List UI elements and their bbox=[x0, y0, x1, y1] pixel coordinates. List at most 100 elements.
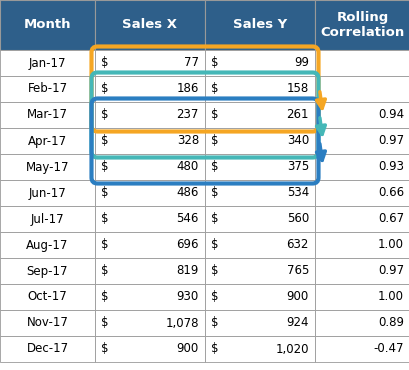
Text: 900: 900 bbox=[176, 343, 198, 356]
Bar bbox=[0, 206, 95, 232]
Bar bbox=[0, 76, 95, 102]
Bar bbox=[0, 232, 95, 258]
Bar bbox=[204, 76, 314, 102]
Text: 1.00: 1.00 bbox=[377, 239, 403, 252]
Text: Nov-17: Nov-17 bbox=[27, 316, 68, 330]
Bar bbox=[204, 258, 314, 284]
Text: 158: 158 bbox=[286, 83, 308, 95]
Text: 486: 486 bbox=[176, 186, 198, 199]
Bar bbox=[95, 232, 204, 258]
Bar bbox=[314, 102, 409, 128]
Bar bbox=[0, 310, 95, 336]
Bar bbox=[204, 232, 314, 258]
Bar bbox=[204, 50, 314, 76]
Text: 696: 696 bbox=[176, 239, 198, 252]
Text: $: $ bbox=[101, 239, 108, 252]
Bar bbox=[0, 128, 95, 154]
Text: $: $ bbox=[101, 290, 108, 303]
Text: Month: Month bbox=[24, 18, 71, 31]
Bar bbox=[204, 284, 314, 310]
Bar bbox=[95, 128, 204, 154]
Bar bbox=[0, 50, 95, 76]
Text: -0.47: -0.47 bbox=[373, 343, 403, 356]
Bar bbox=[204, 206, 314, 232]
Text: Dec-17: Dec-17 bbox=[26, 343, 68, 356]
Bar bbox=[95, 76, 204, 102]
Bar bbox=[0, 0, 95, 50]
Text: $: $ bbox=[101, 212, 108, 225]
Bar bbox=[95, 154, 204, 180]
Text: 0.97: 0.97 bbox=[377, 265, 403, 278]
Bar bbox=[0, 336, 95, 362]
Text: $: $ bbox=[211, 212, 218, 225]
Bar bbox=[95, 50, 204, 76]
Text: Jan-17: Jan-17 bbox=[29, 57, 66, 70]
Text: 534: 534 bbox=[286, 186, 308, 199]
Text: $: $ bbox=[101, 316, 108, 330]
Text: Sales X: Sales X bbox=[122, 18, 177, 31]
Text: 930: 930 bbox=[176, 290, 198, 303]
Bar bbox=[95, 206, 204, 232]
Text: $: $ bbox=[211, 108, 218, 121]
Bar bbox=[0, 102, 95, 128]
Text: $: $ bbox=[211, 290, 218, 303]
Bar bbox=[314, 180, 409, 206]
Bar bbox=[204, 336, 314, 362]
Bar bbox=[95, 258, 204, 284]
Bar bbox=[95, 102, 204, 128]
Text: 0.97: 0.97 bbox=[377, 135, 403, 148]
Text: $: $ bbox=[101, 135, 108, 148]
Bar bbox=[95, 0, 204, 50]
Text: 77: 77 bbox=[184, 57, 198, 70]
Text: 0.66: 0.66 bbox=[377, 186, 403, 199]
Text: $: $ bbox=[211, 316, 218, 330]
Text: Aug-17: Aug-17 bbox=[26, 239, 69, 252]
Text: May-17: May-17 bbox=[26, 161, 69, 174]
Text: 261: 261 bbox=[286, 108, 308, 121]
Bar bbox=[314, 284, 409, 310]
Text: 340: 340 bbox=[286, 135, 308, 148]
Text: Oct-17: Oct-17 bbox=[27, 290, 67, 303]
Text: Sales Y: Sales Y bbox=[232, 18, 286, 31]
Text: $: $ bbox=[211, 186, 218, 199]
Bar bbox=[204, 128, 314, 154]
Bar bbox=[204, 180, 314, 206]
Bar bbox=[314, 0, 409, 50]
Text: $: $ bbox=[211, 83, 218, 95]
Text: Feb-17: Feb-17 bbox=[27, 83, 67, 95]
Text: 0.67: 0.67 bbox=[377, 212, 403, 225]
Text: Sep-17: Sep-17 bbox=[27, 265, 68, 278]
Text: 0.94: 0.94 bbox=[377, 108, 403, 121]
Text: $: $ bbox=[101, 186, 108, 199]
Bar bbox=[95, 284, 204, 310]
Text: Apr-17: Apr-17 bbox=[28, 135, 67, 148]
Text: $: $ bbox=[101, 108, 108, 121]
Text: 328: 328 bbox=[176, 135, 198, 148]
Text: 0.93: 0.93 bbox=[377, 161, 403, 174]
Bar bbox=[314, 258, 409, 284]
Bar bbox=[314, 154, 409, 180]
Bar bbox=[204, 310, 314, 336]
Text: 186: 186 bbox=[176, 83, 198, 95]
Text: 765: 765 bbox=[286, 265, 308, 278]
Bar bbox=[314, 336, 409, 362]
Text: 99: 99 bbox=[293, 57, 308, 70]
Text: $: $ bbox=[101, 343, 108, 356]
Text: $: $ bbox=[101, 161, 108, 174]
Bar bbox=[204, 154, 314, 180]
Text: 480: 480 bbox=[176, 161, 198, 174]
Text: Jun-17: Jun-17 bbox=[29, 186, 66, 199]
Text: $: $ bbox=[101, 83, 108, 95]
Text: Jul-17: Jul-17 bbox=[31, 212, 64, 225]
Text: $: $ bbox=[211, 57, 218, 70]
Text: $: $ bbox=[211, 343, 218, 356]
Text: 560: 560 bbox=[286, 212, 308, 225]
Text: 632: 632 bbox=[286, 239, 308, 252]
Text: $: $ bbox=[211, 161, 218, 174]
Bar bbox=[95, 336, 204, 362]
Text: 0.89: 0.89 bbox=[377, 316, 403, 330]
Text: $: $ bbox=[211, 135, 218, 148]
Text: 900: 900 bbox=[286, 290, 308, 303]
Bar bbox=[314, 128, 409, 154]
Bar bbox=[95, 180, 204, 206]
